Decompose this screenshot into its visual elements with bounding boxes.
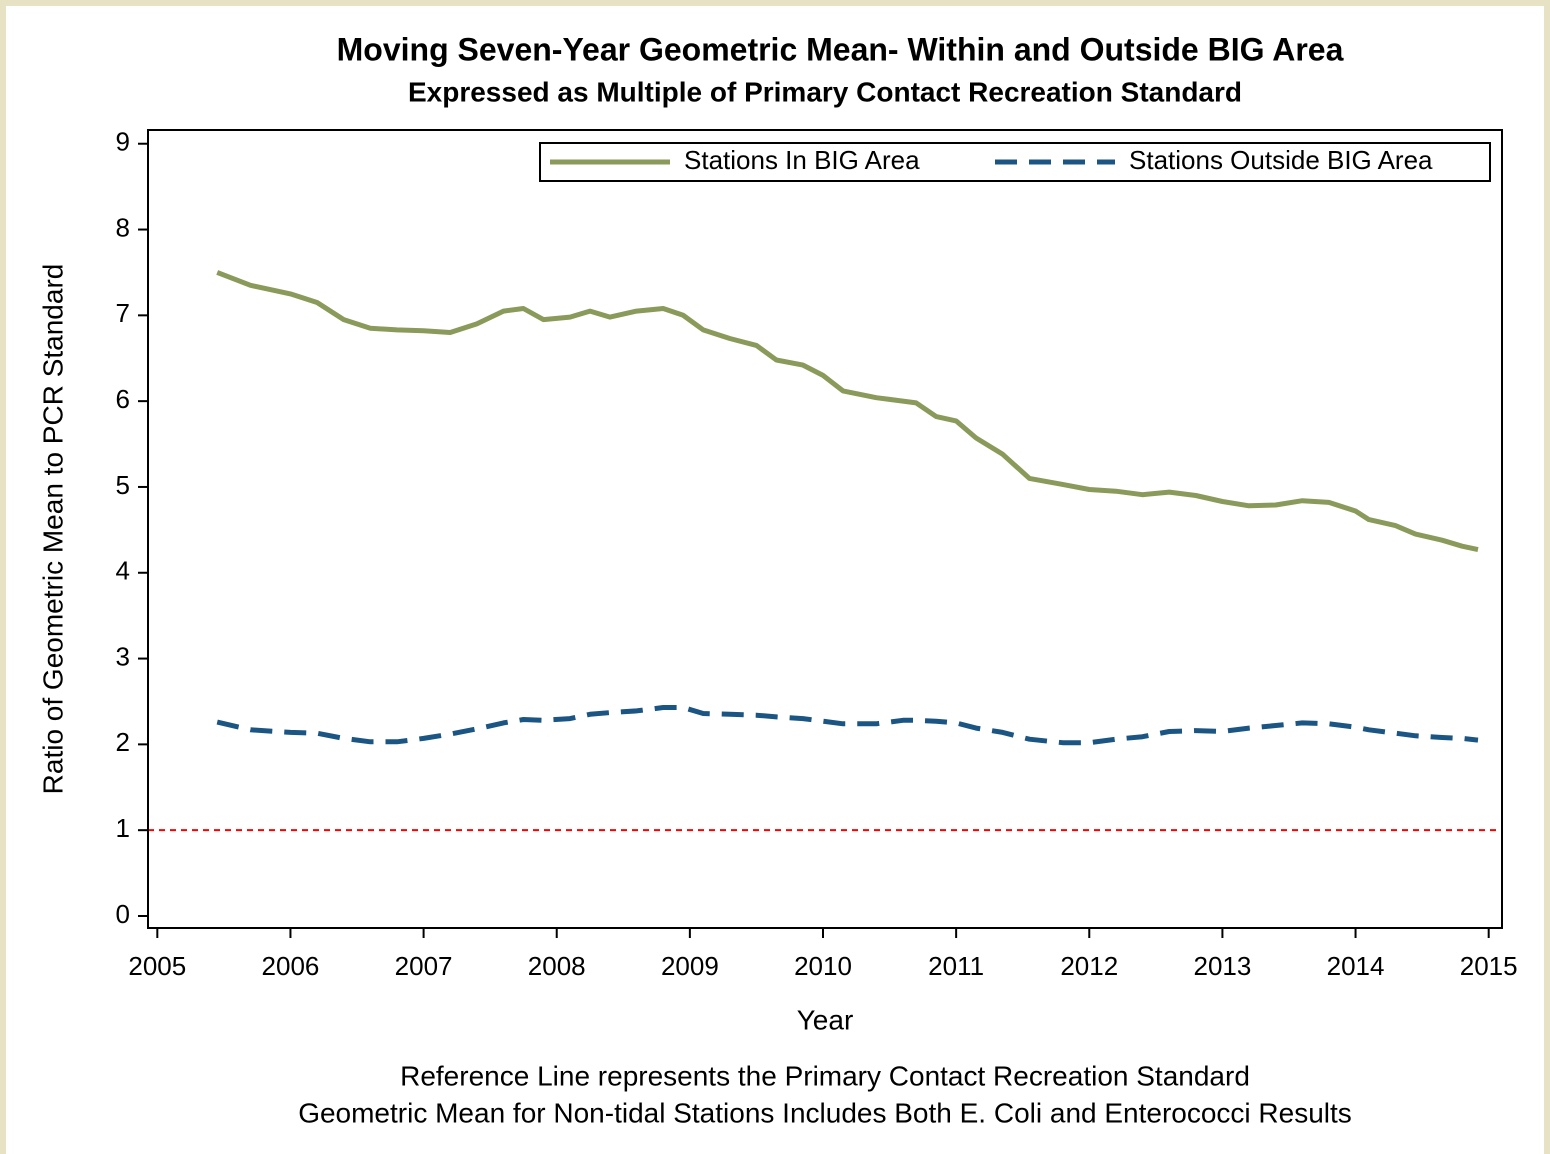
- series-line: [216, 705, 1479, 746]
- x-tick-label: 2011: [928, 951, 984, 981]
- x-tick-label: 2010: [794, 951, 852, 981]
- chart-subtitle: Expressed as Multiple of Primary Contact…: [408, 76, 1242, 107]
- y-tick-label: 3: [116, 641, 130, 671]
- x-tick-label: 2007: [395, 951, 453, 981]
- x-tick-label: 2006: [262, 951, 320, 981]
- footnote: Geometric Mean for Non-tidal Stations In…: [298, 1097, 1352, 1128]
- plot-border: [147, 129, 1503, 929]
- series-line: [216, 270, 1479, 553]
- x-tick-label: 2005: [128, 951, 186, 981]
- y-tick-label: 9: [116, 127, 130, 157]
- y-tick-label: 1: [116, 813, 130, 843]
- y-tick-label: 0: [116, 899, 130, 929]
- y-tick-label: 2: [116, 727, 130, 757]
- y-axis-label: Ratio of Geometric Mean to PCR Standard: [37, 264, 68, 795]
- x-tick-label: 2012: [1060, 951, 1118, 981]
- footnote: Reference Line represents the Primary Co…: [400, 1060, 1250, 1091]
- x-tick-label: 2008: [528, 951, 586, 981]
- x-axis-label: Year: [797, 1004, 854, 1035]
- background: [6, 6, 1544, 1154]
- y-tick-label: 6: [116, 384, 130, 414]
- x-tick-label: 2015: [1460, 951, 1518, 981]
- legend-label: Stations In BIG Area: [684, 145, 920, 175]
- x-tick-label: 2014: [1327, 951, 1385, 981]
- y-tick-label: 7: [116, 298, 130, 328]
- legend-label: Stations Outside BIG Area: [1129, 145, 1433, 175]
- y-tick-label: 4: [116, 556, 130, 586]
- y-tick-label: 5: [116, 470, 130, 500]
- x-tick-label: 2009: [661, 951, 719, 981]
- y-tick-label: 8: [116, 212, 130, 242]
- x-tick-label: 2013: [1193, 951, 1251, 981]
- chart-title: Moving Seven-Year Geometric Mean- Within…: [337, 31, 1344, 67]
